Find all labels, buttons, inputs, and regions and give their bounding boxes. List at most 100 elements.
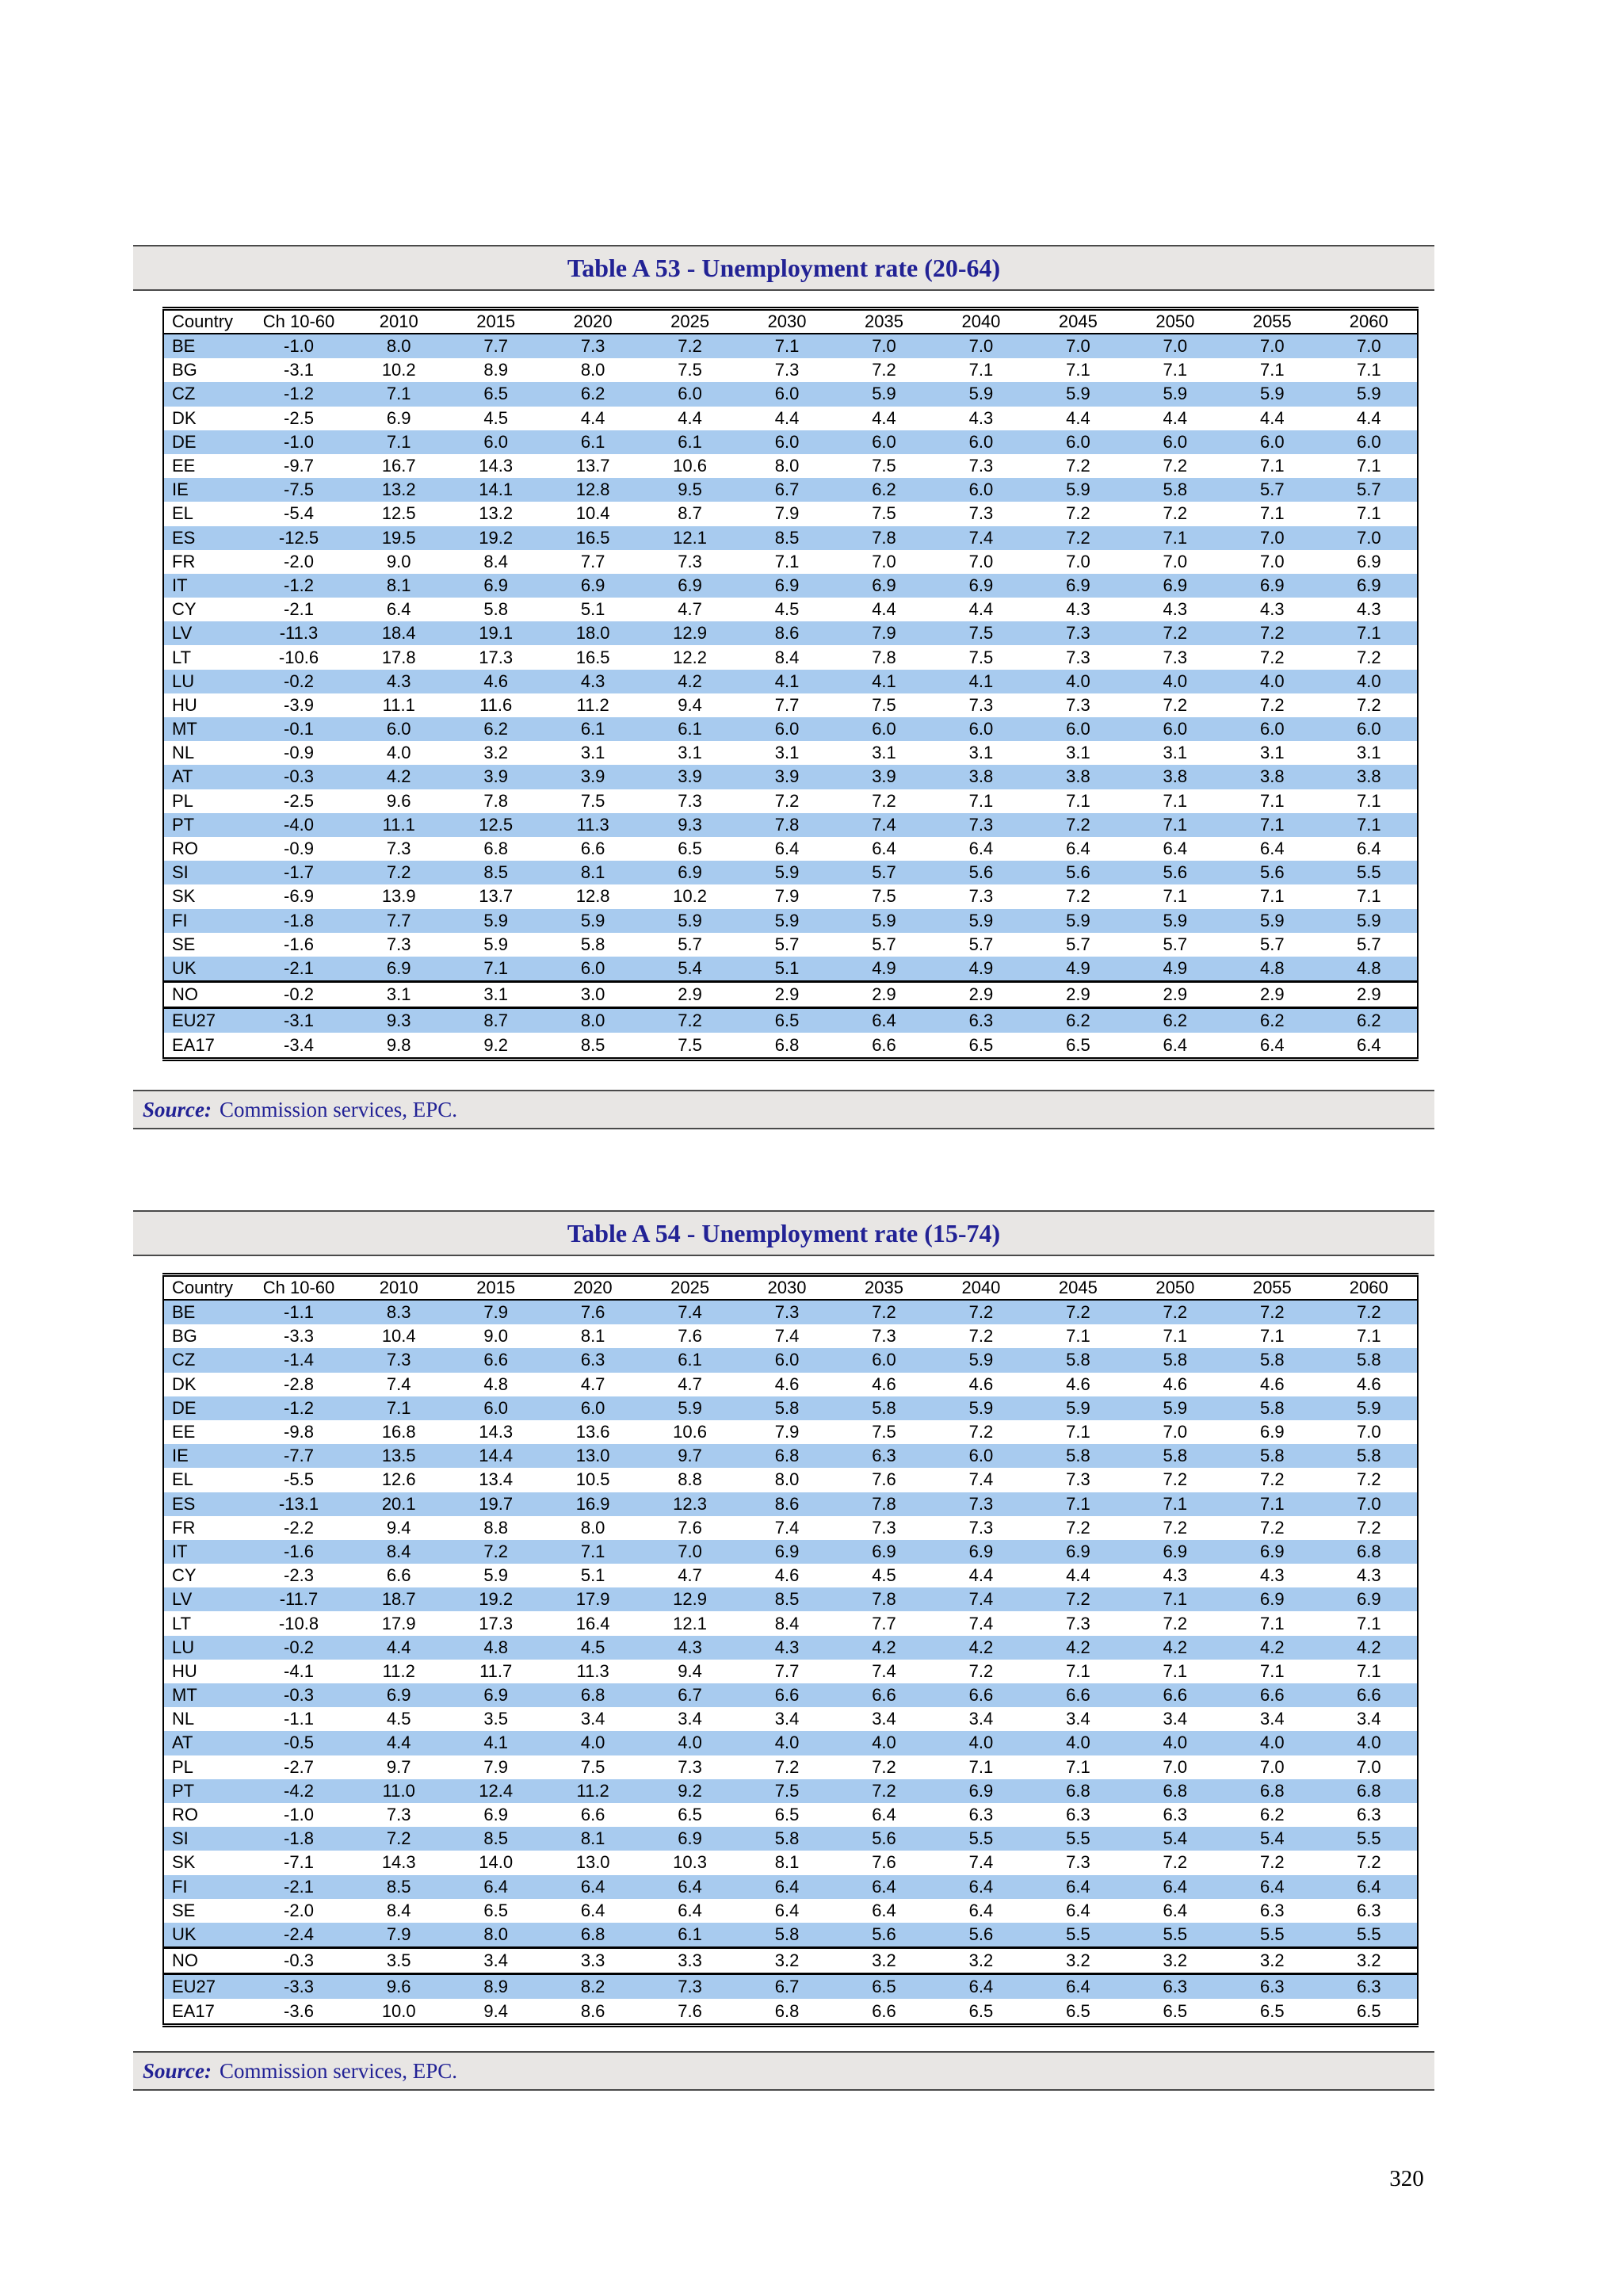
value-cell: -1.7: [247, 861, 350, 885]
country-cell: PL: [172, 790, 193, 811]
value-cell: 4.6: [1163, 1373, 1188, 1394]
value-cell: 7.1: [1260, 1326, 1285, 1347]
value-cell: 5.8: [738, 1922, 836, 1948]
value-cell: 6.9: [447, 1683, 544, 1708]
value-cell: 4.9: [1126, 956, 1224, 982]
source-bar: Source: Commission services, EPC.: [133, 2051, 1434, 2091]
value-cell: 7.1: [1356, 1660, 1381, 1681]
country-cell: FI: [163, 908, 247, 933]
value-cell: 5.6: [1029, 861, 1127, 885]
value-cell: 6.4: [447, 1874, 544, 1899]
value-cell: 4.0: [1126, 669, 1224, 693]
country-cell: NO: [163, 1946, 247, 1974]
value-cell: 5.4: [1126, 1827, 1224, 1851]
value-cell: 7.1: [1260, 360, 1285, 380]
value-cell: 7.4: [932, 1587, 1030, 1612]
value-cell: 10.0: [381, 2000, 416, 2021]
value-cell: 6.7: [641, 1683, 739, 1708]
value-cell: 7.2: [872, 360, 896, 380]
value-cell: 6.4: [1163, 1034, 1188, 1055]
value-cell: 6.4: [386, 599, 411, 620]
value-cell: 6.9: [447, 573, 544, 598]
table-row: EL -5.5 12.6 13.4 10.5 8.8 8.0 7.6 7.4 7.3 7.2 7.2 7…: [163, 1468, 1418, 1492]
value-cell: 6.9: [1320, 1587, 1418, 1612]
country-cell: BG: [172, 360, 197, 380]
value-cell: -9.8: [284, 1422, 314, 1442]
value-cell: 6.0: [544, 956, 642, 982]
value-cell: -11.7: [247, 1587, 350, 1612]
value-cell: 8.4: [350, 1539, 448, 1564]
value-cell: -0.2: [247, 1635, 350, 1660]
value-cell: 7.4: [872, 1660, 896, 1681]
value-cell: 11.2: [576, 694, 609, 715]
table-row: PL -2.7 9.7 7.9 7.5 7.3 7.2 7.2 7.1 7.1 7.0 7.0 7.0: [163, 1755, 1418, 1779]
value-cell: 4.5: [386, 1709, 411, 1729]
value-cell: -2.1: [247, 956, 350, 982]
column-header-year: 2010: [350, 1274, 448, 1301]
value-cell: 3.9: [544, 765, 642, 789]
value-cell: 6.6: [932, 1683, 1030, 1708]
value-cell: 9.3: [641, 812, 739, 837]
value-cell: 6.0: [1029, 430, 1127, 454]
value-cell: 7.9: [483, 1756, 508, 1777]
value-cell: 7.0: [641, 1539, 739, 1564]
value-cell: -2.3: [284, 1565, 314, 1586]
value-cell: 7.2: [1260, 1852, 1285, 1873]
table-row: NO -0.2 3.1 3.1 3.0 2.9 2.9 2.9 2.9 2.9 2.9 2.9 2.9: [163, 980, 1418, 1008]
country-cell: PL: [172, 1756, 193, 1777]
value-cell: 7.0: [1224, 525, 1321, 550]
value-cell: 7.4: [835, 812, 933, 837]
value-cell: 7.3: [1066, 1469, 1090, 1490]
value-cell: 3.8: [1224, 765, 1321, 789]
country-cell: BE: [163, 334, 247, 359]
value-cell: 16.5: [575, 647, 610, 667]
value-cell: 6.2: [1260, 1805, 1285, 1825]
value-cell: 6.6: [580, 839, 605, 859]
value-cell: 6.0: [932, 478, 1030, 502]
value-cell: 6.2: [1126, 1007, 1224, 1033]
table-row: DK -2.8 7.4 4.8 4.7 4.7 4.6 4.6 4.6 4.6 4.6 4.6 4.6: [163, 1373, 1418, 1396]
column-header-year: 2030: [738, 1274, 836, 1301]
value-cell: 6.0: [1320, 717, 1418, 742]
value-cell: 7.2: [1066, 503, 1090, 524]
value-cell: 3.5: [350, 1946, 448, 1974]
value-cell: 7.5: [872, 1422, 896, 1442]
value-cell: 5.7: [835, 861, 933, 885]
value-cell: 6.4: [1320, 1874, 1418, 1899]
country-cell: EA17: [172, 2000, 215, 2021]
value-cell: 4.4: [1356, 407, 1381, 428]
value-cell: 7.4: [641, 1300, 739, 1325]
value-cell: 7.6: [678, 1517, 702, 1538]
country-cell: FR: [172, 551, 196, 571]
table-row: CZ -1.4 7.3 6.6 6.3 6.1 6.0 6.0 5.9 5.8 5.8 5.8 5.8: [163, 1348, 1418, 1373]
value-cell: 7.3: [1066, 1852, 1090, 1873]
country-cell: RO: [172, 1805, 198, 1825]
value-cell: -3.3: [247, 1973, 350, 2000]
value-cell: 4.0: [1029, 1731, 1127, 1755]
value-cell: 4.6: [774, 1373, 800, 1394]
value-cell: 7.3: [968, 886, 994, 907]
country-cell: UK: [163, 956, 247, 982]
table-title-bar: Table A 53 - Unemployment rate (20-64): [133, 245, 1434, 291]
table-row: LU -0.2 4.4 4.8 4.5 4.3 4.3 4.2 4.2 4.2 4.2 4.2 4.2: [163, 1635, 1418, 1660]
value-cell: 6.0: [641, 382, 739, 407]
value-cell: 7.2: [1163, 456, 1188, 476]
value-cell: 7.1: [1224, 812, 1321, 837]
value-cell: 6.4: [968, 839, 994, 859]
value-cell: 5.8: [1126, 1348, 1224, 1373]
value-cell: -1.4: [247, 1348, 350, 1373]
country-cell: EE: [172, 456, 196, 476]
value-cell: 6.8: [774, 1034, 800, 1055]
value-cell: 7.2: [932, 1300, 1030, 1325]
country-cell: SI: [163, 1827, 247, 1851]
value-cell: 7.0: [1163, 551, 1188, 571]
country-cell: LU: [163, 669, 247, 693]
country-cell: AT: [163, 1731, 247, 1755]
value-cell: -13.1: [247, 1492, 350, 1516]
table-row: DE -1.2 7.1 6.0 6.0 5.9 5.8 5.8 5.9 5.9 5.9 5.8 5.9: [163, 1396, 1418, 1420]
table-row: AT -0.5 4.4 4.1 4.0 4.0 4.0 4.0 4.0 4.0 4.0 4.0 4.0: [163, 1731, 1418, 1755]
value-cell: -1.8: [247, 1827, 350, 1851]
value-cell: 9.8: [386, 1034, 411, 1055]
country-cell: NL: [172, 743, 195, 763]
value-cell: 4.0: [1320, 1731, 1418, 1755]
